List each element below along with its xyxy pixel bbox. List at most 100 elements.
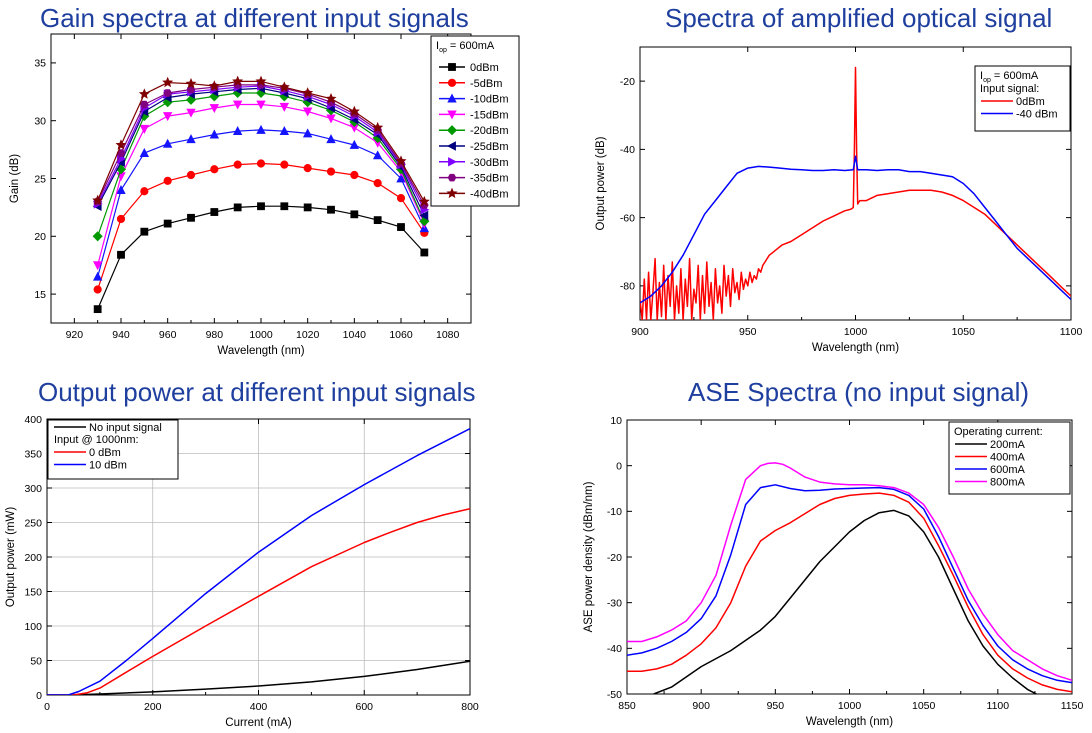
power-xtick-label: 200 — [144, 701, 162, 713]
gain-series-point-5 — [419, 210, 429, 221]
ase-y-axis-label: ASE power density (dBm/nm) — [583, 481, 595, 632]
gain-chart: 920 940 960 980 1000 1020 1040 1060 1080 15 20 25 30… — [9, 33, 520, 357]
ase-ytick-label: -10 — [607, 506, 622, 518]
gain-series-point-1 — [93, 285, 102, 294]
gain-series-point-2 — [209, 129, 220, 139]
osa-ytick-label: -60 — [620, 212, 635, 224]
gain-legend-label: -5dBm — [470, 78, 502, 90]
ase-legend-subheader: Operating current: — [954, 426, 1043, 438]
gain-xtick-label: 940 — [112, 329, 130, 341]
osa-xtick-label: 950 — [739, 326, 757, 338]
osa-legend-box — [974, 65, 1071, 132]
power-xtick-label: 800 — [461, 701, 479, 713]
ase-ytick-label: 10 — [610, 415, 622, 427]
ase-chart-title: ASE Spectra (no input signal) — [688, 377, 1030, 407]
gain-series-point-1 — [396, 194, 406, 203]
power-ytick-label: 150 — [24, 586, 42, 598]
ase-plot-area — [627, 462, 1072, 694]
gain-series-point-0 — [397, 223, 405, 231]
gain-series-point-2 — [396, 173, 406, 183]
ase-chart: 850 900 950 1000 1050 1100 1150 -50 -40 -30 -20 -10… — [583, 415, 1083, 728]
ase-series-line-0 — [653, 509, 1037, 694]
gain-series-point-0 — [163, 219, 172, 228]
gain-legend-label: -20dBm — [470, 125, 509, 137]
gain-series-point-2 — [349, 139, 360, 149]
ase-ytick-label: -30 — [607, 597, 622, 609]
osa-xtick-label: 1050 — [952, 326, 976, 338]
gain-legend-marker — [448, 63, 456, 71]
osa-y-axis-label: Output power (dB) — [595, 136, 607, 230]
gain-legend-marker — [447, 110, 457, 120]
gain-series-point-0 — [187, 213, 195, 222]
gain-series-point-8 — [232, 75, 244, 87]
gain-xtick-label: 960 — [159, 329, 177, 341]
osa-chart: 900 950 1000 1050 1100 -80 -60 -40 -20 Wavelength… — [595, 46, 1082, 354]
gain-xtick-label: 920 — [66, 329, 84, 341]
gain-series-point-0 — [373, 216, 382, 225]
osa-ytick-label: -40 — [620, 144, 635, 156]
gain-series-point-1 — [280, 160, 289, 169]
ase-legend-label: 800mA — [990, 477, 1026, 489]
osa-legend-label: 0dBm — [1016, 96, 1045, 108]
ase-xtick-label: 1150 — [1061, 700, 1084, 712]
ase-xtick-label: 900 — [692, 700, 710, 712]
gain-series-point-0 — [303, 203, 312, 212]
gain-series-point-3 — [279, 102, 290, 112]
ase-series-line-1 — [627, 492, 1072, 693]
gain-legend: Iop = 600mA 0dBm -5dBm -10dBm -15dBm -20dBm -2… — [430, 35, 520, 207]
gain-series-point-8 — [348, 105, 360, 117]
power-series-line-2 — [47, 428, 470, 695]
gain-ytick-label: 35 — [34, 58, 46, 70]
gain-series-point-8 — [162, 76, 174, 88]
gain-series-point-8 — [92, 194, 104, 206]
power-series-line-1 — [47, 507, 470, 695]
gain-chart-title: Gain spectra at different input signals — [40, 3, 469, 33]
gain-series-point-2 — [302, 128, 313, 138]
gain-series-point-0 — [327, 205, 335, 214]
power-series-line-0 — [47, 660, 470, 695]
power-ytick-label: 100 — [24, 621, 42, 633]
power-x-axis-label: Current (mA) — [225, 717, 292, 729]
osa-x-axis-label: Wavelength (nm) — [812, 342, 899, 354]
gain-legend-label: 0dBm — [470, 62, 499, 74]
gain-series-point-3 — [92, 261, 103, 271]
ase-xtick-label: 1100 — [987, 700, 1010, 712]
gain-series-point-2 — [162, 138, 173, 148]
osa-chart-title: Spectra of amplified optical signal — [665, 3, 1053, 33]
gain-ytick-label: 20 — [34, 231, 46, 243]
gain-xtick-label: 1020 — [296, 329, 320, 341]
gain-xtick-label: 1000 — [249, 329, 273, 341]
gain-series-point-1 — [256, 159, 266, 168]
power-plot-area — [47, 428, 470, 695]
gain-series-point-7 — [163, 89, 173, 97]
ase-legend-label: 200mA — [990, 439, 1026, 451]
gain-legend-marker — [446, 141, 456, 151]
gain-series-point-1 — [303, 163, 312, 173]
gain-legend-marker — [446, 125, 458, 136]
gain-series-point-2 — [139, 148, 150, 157]
gain-legend-marker — [447, 173, 457, 182]
gain-series-point-1 — [233, 160, 242, 169]
gain-series-point-2 — [372, 150, 383, 160]
gain-series-point-4 — [92, 231, 103, 242]
gain-series-point-8 — [255, 75, 267, 87]
gain-ytick-label: 25 — [34, 173, 46, 185]
osa-legend-header: Iop = 600mA — [980, 70, 1039, 84]
power-xtick-label: 600 — [355, 701, 373, 713]
gain-series-point-8 — [372, 121, 384, 133]
gain-legend-marker — [448, 157, 458, 167]
gain-series-point-8 — [418, 195, 430, 207]
gain-series-point-1 — [350, 170, 359, 180]
gain-ytick-label: 30 — [34, 116, 46, 128]
osa-series-line-0 — [640, 66, 1071, 320]
gain-series-point-0 — [210, 208, 219, 216]
gain-plot-area — [92, 75, 430, 314]
power-legend-label: 0 dBm — [89, 447, 121, 459]
power-legend-label: 10 dBm — [89, 460, 127, 472]
ase-x-axis-label: Wavelength (nm) — [806, 716, 893, 728]
gain-series-point-2 — [326, 134, 336, 144]
osa-xtick-label: 900 — [631, 326, 649, 338]
gain-series-point-0 — [420, 248, 429, 257]
power-ytick-label: 350 — [24, 448, 42, 460]
